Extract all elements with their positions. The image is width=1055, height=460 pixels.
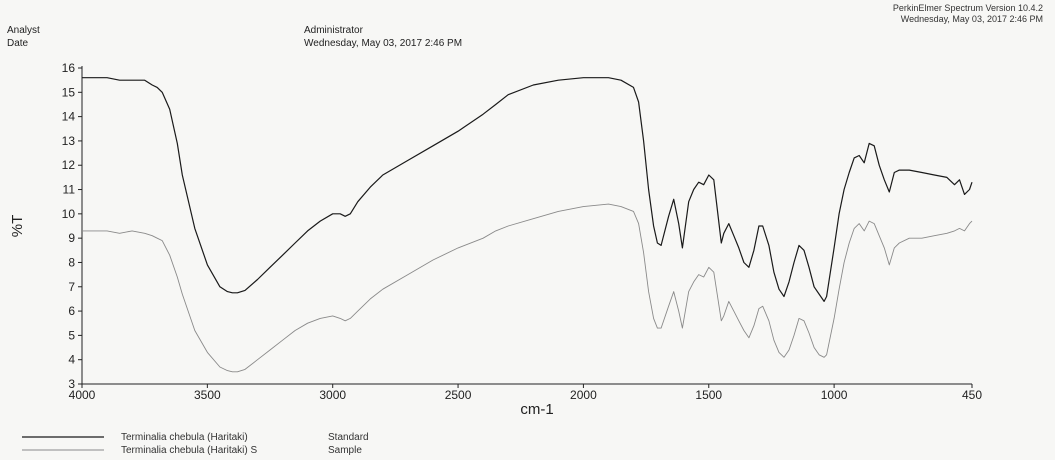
x-tick-label: 3500 <box>194 388 221 402</box>
software-date: Wednesday, May 03, 2017 2:46 PM <box>900 14 1043 24</box>
y-tick-label: 5 <box>68 328 75 342</box>
x-tick-label: 1000 <box>821 388 848 402</box>
analyst-value: Administrator <box>304 25 363 36</box>
legend-series-status: Standard <box>328 432 369 443</box>
header-values: Administrator Wednesday, May 03, 2017 2:… <box>304 24 462 50</box>
y-tick-label: 3 <box>68 377 75 391</box>
y-tick-label: 10 <box>62 207 76 221</box>
legend-series-name: Terminalia chebula (Haritaki) S <box>121 445 257 456</box>
y-tick-label: 12 <box>62 158 76 172</box>
y-tick-label: 6 <box>68 304 75 318</box>
date-value: Wednesday, May 03, 2017 2:46 PM <box>304 38 463 49</box>
series-line-standard <box>82 77 973 302</box>
y-tick-label: 11 <box>63 183 76 197</box>
y-tick-label: 16 <box>62 61 76 75</box>
x-tick-label: 1500 <box>695 388 722 402</box>
x-tick-label: 2000 <box>570 388 597 402</box>
chart-axes: 3 4 5 6 7 8 9 10 11 12 13 14 15 16 4000 3500 3000 2500 200… <box>9 61 982 418</box>
chart-legend: Terminalia chebula (Haritaki) Standard Ter… <box>22 432 369 456</box>
y-tick-label: 4 <box>68 353 75 367</box>
legend-series-name: Terminalia chebula (Haritaki) <box>121 432 248 443</box>
x-axis-title: cm-1 <box>520 401 553 418</box>
analyst-label: Analyst <box>7 25 40 36</box>
y-tick-label: 14 <box>62 110 76 124</box>
y-tick-label: 15 <box>62 85 76 99</box>
x-tick-label: 4000 <box>69 388 96 402</box>
y-tick-label: 9 <box>68 231 75 245</box>
y-axis-title: %T <box>9 215 26 238</box>
series-line-sample <box>82 203 973 373</box>
software-info: PerkinElmer Spectrum Version 10.4.2 Wedn… <box>893 3 1043 25</box>
y-tick-label: 8 <box>68 255 75 269</box>
x-tick-label: 2500 <box>445 388 472 402</box>
chart-plot-area <box>82 77 973 373</box>
legend-series-status: Sample <box>328 445 362 456</box>
y-tick-label: 7 <box>68 280 75 294</box>
x-tick-label: 3000 <box>319 388 346 402</box>
y-tick-label: 13 <box>62 134 76 148</box>
header-labels: Analyst Date <box>7 24 40 50</box>
software-name: PerkinElmer Spectrum Version 10.4.2 <box>892 3 1043 13</box>
date-label: Date <box>7 38 29 49</box>
x-tick-label: 450 <box>962 388 982 402</box>
